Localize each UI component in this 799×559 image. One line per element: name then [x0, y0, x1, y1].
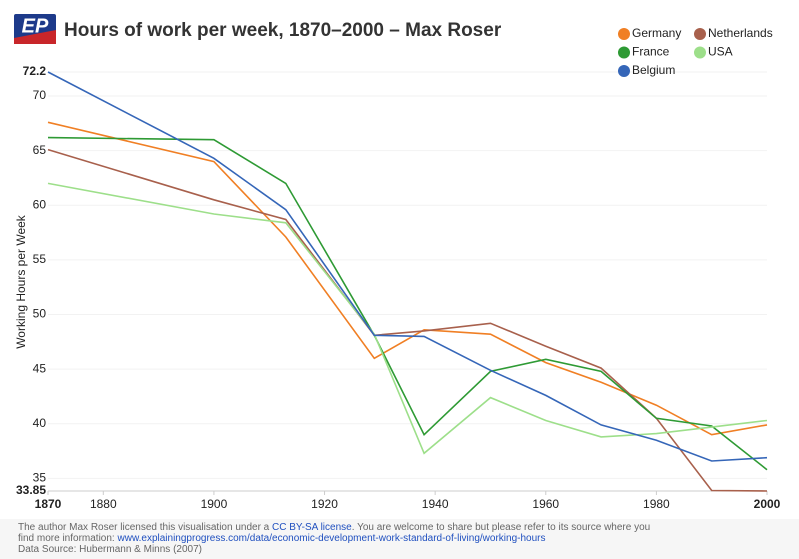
legend-label: Belgium: [632, 63, 675, 77]
legend-label: Netherlands: [708, 26, 773, 40]
y-tick-label: 60: [33, 197, 47, 211]
legend-marker: [618, 46, 630, 59]
y-tick-label: 70: [33, 88, 47, 102]
x-tick-label: 1920: [311, 497, 338, 511]
y-axis-label: Working Hours per Week: [14, 214, 28, 349]
y-tick-label: 35: [33, 471, 47, 485]
series-line: [47, 71, 768, 462]
y-tick-label: 65: [33, 143, 47, 157]
series-line: [47, 136, 768, 471]
series-line: [47, 121, 768, 436]
y-tick-label: 55: [33, 252, 47, 266]
series-line: [47, 148, 768, 492]
y-tick-label: 33.85: [16, 483, 46, 497]
series-line: [47, 182, 768, 455]
chart: EP Hours of work per week, 1870–2000 – M…: [14, 14, 781, 511]
x-tick-label: 1940: [422, 497, 449, 511]
x-tick-label: 1870: [35, 497, 62, 511]
source-link[interactable]: www.explainingprogress.com/data/economic…: [117, 533, 546, 544]
footer-text: Data Source: Hubermann & Minns (2007): [18, 544, 202, 555]
legend-label: France: [632, 45, 670, 59]
x-tick-label: 1960: [532, 497, 559, 511]
y-tick-label: 40: [33, 416, 47, 430]
y-tick-label: 72.2: [23, 64, 47, 78]
x-tick-label: 1900: [201, 497, 228, 511]
x-tick-label: 1880: [90, 497, 117, 511]
y-tick-label: 45: [33, 361, 47, 375]
license-link[interactable]: CC BY-SA license: [272, 522, 352, 533]
x-tick-label: 1980: [643, 497, 670, 511]
legend-marker: [694, 46, 706, 59]
footer: The author Max Roser licensed this visua…: [0, 519, 799, 559]
footer-text: . You are welcome to share but please re…: [351, 522, 651, 533]
footer-text: The author Max Roser licensed this visua…: [18, 522, 273, 533]
logo-stripe: [14, 30, 56, 44]
x-tick-label: 2000: [754, 497, 781, 511]
legend-marker: [618, 65, 630, 77]
y-tick-label: 50: [33, 307, 47, 321]
legend-marker: [618, 28, 630, 40]
chart-title: Hours of work per week, 1870–2000 – Max …: [64, 20, 502, 41]
logo-text: EP: [22, 15, 49, 37]
legend-label: Germany: [632, 26, 681, 40]
legend-marker: [694, 28, 706, 40]
footer-text: find more information:: [18, 533, 118, 544]
legend-label: USA: [708, 45, 733, 59]
